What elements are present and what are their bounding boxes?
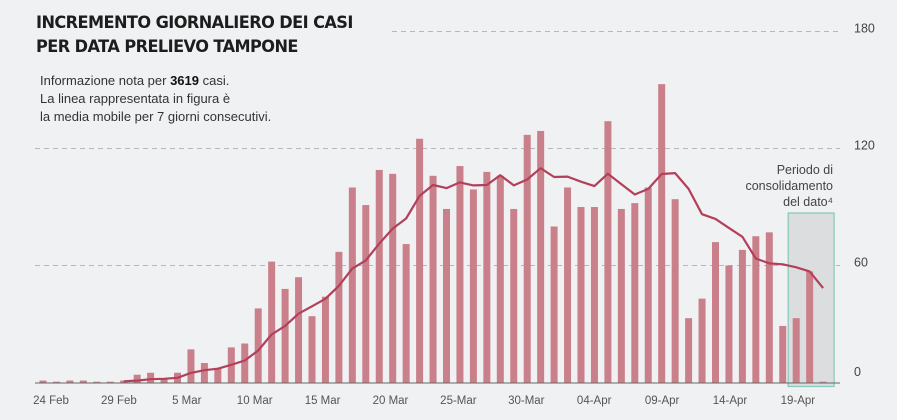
bar-19-mar (362, 205, 370, 383)
bar-22-apr (819, 381, 827, 383)
bar-12-mar (268, 261, 276, 383)
bar-16-mar (321, 296, 329, 383)
bar-13-apr (698, 298, 706, 383)
x-tick-label: 20 Mar (373, 395, 409, 407)
bar-1-mar (120, 380, 128, 383)
subtitle-line-2: La linea rappresentata in figura è (40, 91, 231, 106)
consolidation-label: Periodo di (777, 163, 833, 177)
bar-26-mar (456, 166, 464, 383)
bar-24-mar (429, 175, 437, 383)
bar-21-mar (389, 173, 397, 383)
chart-title-line-2: PER DATA PRELIEVO TAMPONE (36, 37, 298, 57)
bar-20-apr (792, 318, 800, 383)
x-tick-label: 09-Apr (645, 395, 680, 407)
consolidation-label: del dato⁴ (783, 195, 833, 209)
x-tick-label: 04-Apr (577, 395, 612, 407)
bar-10-apr (658, 84, 666, 383)
bar-5-apr (590, 207, 598, 383)
x-tick-label: 29 Feb (101, 395, 137, 407)
bar-15-apr (725, 265, 733, 383)
x-tick-label: 15 Mar (305, 395, 341, 407)
x-tick-label: 5 Mar (172, 395, 202, 407)
bar-11-mar (254, 308, 262, 383)
bar-18-apr (765, 232, 773, 383)
bar-10-mar (241, 343, 249, 383)
x-tick-label: 25-Mar (440, 395, 477, 407)
bar-25-mar (443, 208, 450, 383)
bar-3-mar (147, 372, 155, 383)
x-tick-label: 24 Feb (33, 395, 69, 407)
bar-2-mar (133, 374, 141, 383)
bar-17-mar (335, 251, 343, 383)
bar-31-mar (523, 134, 531, 383)
bar-13-mar (281, 288, 289, 383)
bar-7-apr (617, 208, 625, 383)
bar-11-apr (671, 199, 679, 383)
x-tick-label: 19-Apr (781, 395, 816, 407)
bar-8-apr (631, 203, 639, 383)
bar-12-apr (685, 318, 693, 383)
bar-4-mar (160, 378, 168, 383)
subtitle-text: Informazione nota per (40, 73, 171, 88)
bar-21-apr (806, 271, 814, 383)
bar-30-mar (510, 208, 518, 383)
bar-26-feb (66, 380, 74, 383)
subtitle-line-1: Informazione nota per 3619 casi. (40, 72, 271, 90)
bar-14-apr (712, 242, 719, 383)
bar-19-apr (779, 325, 787, 383)
bar-16-apr (738, 249, 746, 383)
x-tick-label: 10 Mar (237, 395, 273, 407)
x-tick-label: 30-Mar (508, 395, 545, 407)
y-tick-label: 120 (854, 139, 875, 153)
bar-17-apr (752, 236, 760, 383)
chart-title: INCREMENTO GIORNALIERO DEI CASI PER DATA… (36, 11, 353, 59)
bar-29-feb (106, 381, 114, 383)
chart-title-line-1: INCREMENTO GIORNALIERO DEI CASI (36, 13, 353, 33)
bar-29-mar (496, 175, 504, 383)
bar-6-mar (187, 349, 195, 383)
bar-9-apr (644, 187, 652, 383)
case-count: 3619 (170, 73, 199, 88)
bar-6-apr (604, 121, 612, 383)
y-tick-label: 180 (854, 22, 875, 36)
y-tick-label: 60 (854, 256, 868, 270)
y-tick-label: 0 (854, 365, 861, 379)
moving-average-line (123, 167, 824, 383)
subtitle-line-3: la media mobile per 7 giorni consecutivi… (40, 109, 272, 124)
bar-28-feb (93, 381, 101, 383)
bar-18-mar (348, 187, 356, 383)
bar-15-mar (308, 316, 316, 383)
bar-4-apr (577, 207, 585, 383)
bar-23-mar (416, 138, 424, 383)
bar-27-mar (469, 189, 477, 383)
bar-14-mar (295, 277, 303, 383)
subtitle-text: casi. (199, 73, 230, 88)
bar-7-mar (200, 363, 208, 383)
bar-2-apr (550, 226, 558, 383)
bar-8-mar (214, 368, 222, 383)
bar-24-feb (39, 380, 47, 383)
consolidation-label: consolidamento (745, 179, 833, 193)
bar-27-feb (79, 380, 87, 383)
bar-20-mar (375, 169, 383, 383)
bar-22-mar (402, 244, 410, 383)
bar-28-mar (483, 171, 491, 383)
bar-25-feb (52, 381, 60, 383)
chart-subtitle: Informazione nota per 3619 casi. La line… (40, 72, 271, 126)
bar-3-apr (564, 187, 572, 383)
bar-1-apr (537, 130, 545, 383)
x-tick-label: 14-Apr (713, 395, 748, 407)
